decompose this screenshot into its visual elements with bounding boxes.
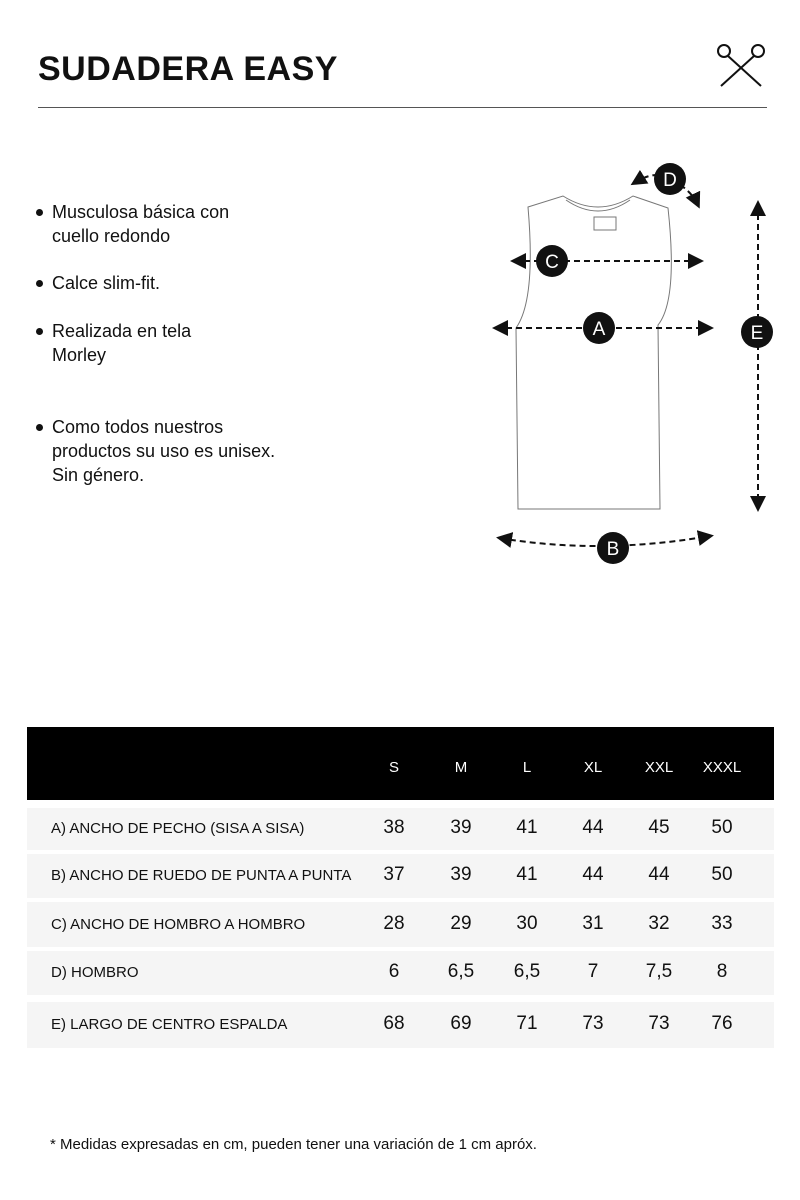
- label-a: A: [593, 319, 606, 340]
- measurement-value: 7,5: [645, 961, 673, 982]
- measurement-value: 6,5: [447, 961, 475, 982]
- measurement-value: 8: [716, 961, 728, 982]
- measurement-value: 73: [648, 1013, 670, 1034]
- feature-item: Realizada en tela Morley: [34, 319, 334, 367]
- row-label: A) ANCHO DE PECHO (SISA A SISA): [51, 820, 305, 837]
- label-d: D: [663, 170, 677, 191]
- measure-d-line: [630, 169, 701, 209]
- page-title: SUDADERA EASY: [38, 50, 338, 88]
- measurement-value: 33: [711, 912, 733, 934]
- measurement-value: 7: [587, 961, 599, 982]
- measurement-value: 44: [648, 864, 670, 885]
- measurement-value: 68: [383, 1013, 405, 1034]
- scissors-icon: [717, 44, 765, 87]
- measurement-value: 30: [516, 912, 538, 934]
- label-c: C: [545, 252, 559, 273]
- table-row: B) ANCHO DE RUEDO DE PUNTA A PUNTA 37 39 41…: [27, 854, 774, 898]
- table-row: A) ANCHO DE PECHO (SISA A SISA) 38 39 41 44 4…: [27, 808, 774, 850]
- size-header: XL: [583, 759, 603, 776]
- row-label: D) HOMBRO: [51, 964, 139, 981]
- measurement-value: 69: [450, 1013, 472, 1034]
- label-b: B: [607, 539, 620, 560]
- size-table: S M L XL XXL XXXL A) ANCHO DE PECHO (SIS…: [27, 727, 774, 1048]
- feature-list: Musculosa básica con cuello redondo Calc…: [34, 200, 334, 487]
- size-header: L: [522, 759, 532, 776]
- measurement-value: 50: [711, 817, 733, 838]
- size-table-header: S M L XL XXL XXXL: [27, 727, 774, 800]
- measurement-value: 73: [582, 1013, 604, 1034]
- measurement-value: 28: [383, 912, 405, 934]
- feature-item: Calce slim-fit.: [34, 271, 334, 295]
- measurement-value: 6,5: [513, 961, 541, 982]
- table-row: D) HOMBRO 6 6,5 6,5 7 7,5 8: [27, 951, 774, 995]
- size-header: S: [388, 759, 399, 776]
- measurement-value: 41: [516, 864, 538, 885]
- table-row: E) LARGO DE CENTRO ESPALDA 68 69 71 73 73 76: [27, 1002, 774, 1048]
- row-label: E) LARGO DE CENTRO ESPALDA: [51, 1016, 288, 1033]
- measurement-value: 37: [383, 864, 405, 885]
- header-divider: [38, 107, 767, 108]
- measurement-value: 29: [450, 912, 472, 934]
- row-label: C) ANCHO DE HOMBRO A HOMBRO: [51, 915, 306, 933]
- feature-item: Musculosa básica con cuello redondo: [34, 200, 334, 248]
- measurement-value: 50: [711, 864, 733, 885]
- footnote: * Medidas expresadas en cm, pueden tener…: [50, 1136, 537, 1153]
- label-e: E: [751, 323, 764, 344]
- measurement-value: 6: [388, 961, 400, 982]
- measurement-value: 44: [582, 864, 604, 885]
- measurement-value: 41: [516, 817, 538, 838]
- size-header: XXXL: [702, 759, 742, 776]
- tank-top-outline: [515, 195, 672, 510]
- size-header: XXL: [644, 759, 674, 776]
- measurement-value: 32: [648, 912, 670, 934]
- measurement-value: 76: [711, 1013, 733, 1034]
- garment-diagram: C A E B D: [492, 163, 773, 564]
- measurement-value: 44: [582, 817, 604, 838]
- measurement-value: 71: [516, 1013, 538, 1034]
- row-label: B) ANCHO DE RUEDO DE PUNTA A PUNTA: [51, 867, 352, 884]
- feature-item: Como todos nuestros productos su uso es …: [34, 415, 334, 487]
- size-header: M: [454, 759, 468, 776]
- measurement-value: 45: [648, 817, 670, 838]
- measurement-value: 39: [450, 864, 472, 885]
- table-row: C) ANCHO DE HOMBRO A HOMBRO 28 29 30 31 32 33: [27, 902, 774, 947]
- measurement-value: 31: [582, 912, 604, 934]
- measurement-value: 38: [383, 817, 405, 838]
- measurement-value: 39: [450, 817, 472, 838]
